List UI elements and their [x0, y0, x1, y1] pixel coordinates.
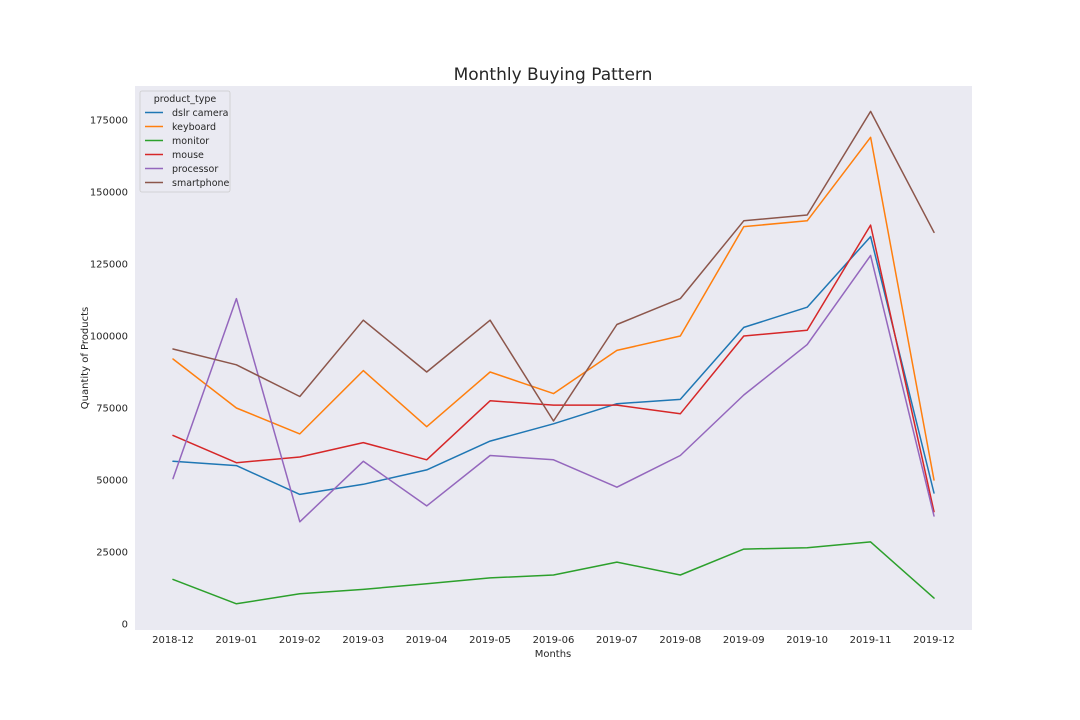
y-axis: 0 25000 50000 75000 100000 125000 150000 175000 [90, 116, 128, 631]
x-tick-label: 2019-12 [913, 635, 955, 646]
x-tick-label: 2019-05 [469, 635, 511, 646]
y-tick-label: 150000 [90, 188, 128, 199]
y-axis-label: Quantity of Products [80, 307, 91, 409]
y-tick-label: 25000 [96, 548, 128, 559]
y-tick-label: 100000 [90, 332, 128, 343]
x-tick-label: 2019-04 [406, 635, 448, 646]
x-tick-label: 2019-09 [723, 635, 765, 646]
series-line-keyboard [172, 136, 935, 481]
x-axis-label: Months [535, 649, 572, 660]
series-line-dslr-camera [172, 235, 935, 496]
legend-title: product_type [154, 94, 217, 105]
series-line-smartphone [172, 110, 935, 422]
x-tick-label: 2018-12 [152, 635, 194, 646]
plot-area [135, 86, 972, 630]
x-tick-label: 2019-02 [279, 635, 321, 646]
x-tick-label: 2019-01 [216, 635, 258, 646]
x-tick-label: 2019-08 [659, 635, 701, 646]
legend: product_type dslr camera keyboard monitor m… [139, 90, 231, 193]
legend-box [139, 90, 231, 193]
y-tick-label: 75000 [96, 404, 128, 415]
legend-label: dslr camera [172, 108, 228, 119]
x-tick-label: 2019-07 [596, 635, 638, 646]
x-tick-label: 2019-10 [786, 635, 828, 646]
y-tick-label: 50000 [96, 476, 128, 487]
x-axis: 2018-12 2019-01 2019-02 2019-03 2019-04 2019-… [152, 635, 955, 646]
series-line-processor [172, 254, 935, 523]
y-tick-label: 125000 [90, 260, 128, 271]
series-line-monitor [172, 541, 935, 605]
legend-label: mouse [172, 150, 204, 161]
y-tick-label: 0 [122, 620, 128, 631]
legend-label: smartphone [172, 178, 230, 189]
y-tick-label: 175000 [90, 116, 128, 127]
x-tick-label: 2019-03 [342, 635, 384, 646]
chart-title: Monthly Buying Pattern [454, 65, 653, 85]
series-line-mouse [172, 224, 935, 513]
x-tick-label: 2019-11 [850, 635, 892, 646]
legend-label: keyboard [172, 122, 216, 133]
series-lines [172, 110, 935, 605]
x-tick-label: 2019-06 [533, 635, 575, 646]
legend-label: monitor [172, 136, 209, 147]
legend-label: processor [172, 164, 218, 175]
